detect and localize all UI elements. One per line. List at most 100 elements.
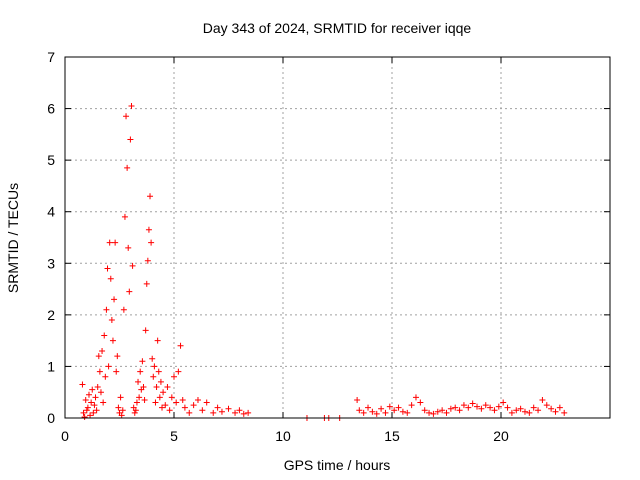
data-point — [156, 394, 163, 401]
data-point — [421, 407, 428, 414]
data-point — [508, 409, 515, 416]
data-point — [135, 378, 142, 385]
data-point — [513, 407, 520, 414]
data-point — [491, 407, 498, 414]
data-point — [225, 405, 232, 412]
data-point — [96, 368, 103, 375]
data-point — [408, 402, 415, 409]
data-point — [181, 404, 188, 411]
data-point — [240, 410, 247, 417]
data-point — [92, 394, 99, 401]
data-point — [124, 164, 131, 171]
data-point — [126, 288, 133, 295]
data-point — [93, 407, 100, 414]
data-point — [356, 407, 363, 414]
data-point — [447, 405, 454, 412]
data-point — [129, 262, 136, 269]
data-point — [378, 405, 385, 412]
plot-frame — [64, 56, 611, 419]
data-point — [526, 409, 533, 416]
y-tick-label: 1 — [47, 358, 55, 374]
data-point — [143, 280, 150, 287]
data-point — [535, 407, 542, 414]
data-point — [85, 391, 92, 398]
data-point — [80, 409, 87, 416]
data-point — [404, 409, 411, 416]
data-point — [160, 389, 167, 396]
data-point — [144, 257, 151, 264]
data-point — [460, 402, 467, 409]
data-point — [88, 399, 95, 406]
data-point — [168, 394, 175, 401]
data-point — [142, 327, 149, 334]
data-point — [452, 404, 459, 411]
tick-layer: 0 1 2 3 4 5 6 7 0 5 10 15 20 — [47, 49, 610, 444]
data-point — [369, 408, 376, 415]
data-point — [412, 394, 419, 401]
data-point — [426, 409, 433, 416]
data-point — [354, 396, 361, 403]
data-point — [139, 358, 146, 365]
data-point — [91, 402, 98, 409]
data-point — [561, 409, 568, 416]
data-point — [443, 409, 450, 416]
data-point — [115, 404, 122, 411]
data-point — [456, 407, 463, 414]
data-point — [539, 396, 546, 403]
data-point — [504, 404, 511, 411]
data-point — [543, 402, 550, 409]
data-point — [500, 399, 507, 406]
data-point — [186, 409, 193, 416]
data-point — [102, 373, 109, 380]
data-point — [439, 407, 446, 414]
data-point — [114, 353, 121, 360]
data-point — [152, 399, 159, 406]
chart-title: Day 343 of 2024, SRMTID for receiver iqq… — [203, 20, 472, 36]
data-point — [84, 404, 91, 411]
data-point — [478, 405, 485, 412]
data-point — [548, 405, 555, 412]
x-tick-label: 15 — [384, 428, 400, 444]
data-point — [386, 403, 393, 410]
data-point — [232, 409, 239, 416]
data-point — [521, 408, 528, 415]
data-point — [112, 239, 119, 246]
data-point — [382, 409, 389, 416]
data-point — [108, 317, 115, 324]
y-tick-label: 6 — [47, 101, 55, 117]
data-point — [159, 404, 166, 411]
data-point — [469, 400, 476, 407]
data-point — [517, 405, 524, 412]
data-point — [194, 396, 201, 403]
data-point — [417, 399, 424, 406]
data-point — [395, 404, 402, 411]
data-point — [117, 394, 124, 401]
data-point — [157, 378, 164, 385]
data-point — [164, 384, 171, 391]
data-point — [474, 403, 481, 410]
data-point — [140, 384, 147, 391]
data-point — [136, 394, 143, 401]
data-point — [162, 402, 169, 409]
data-point — [147, 193, 154, 200]
data-point — [373, 410, 380, 417]
data-point — [148, 239, 155, 246]
data-point — [89, 386, 96, 393]
grid-layer — [65, 57, 610, 418]
data-point — [360, 409, 367, 416]
data-point — [109, 337, 116, 344]
data-point — [487, 404, 494, 411]
data-point — [530, 404, 537, 411]
data-point — [141, 396, 148, 403]
y-axis-label: SRMTID / TECUs — [5, 183, 21, 293]
data-point — [171, 373, 177, 380]
data-point — [434, 408, 441, 415]
data-point — [105, 363, 112, 370]
data-point — [119, 407, 126, 414]
data-point — [118, 412, 125, 419]
data-point — [113, 368, 120, 375]
data-point — [103, 306, 110, 313]
data-point — [236, 407, 243, 414]
data-point — [125, 244, 132, 251]
